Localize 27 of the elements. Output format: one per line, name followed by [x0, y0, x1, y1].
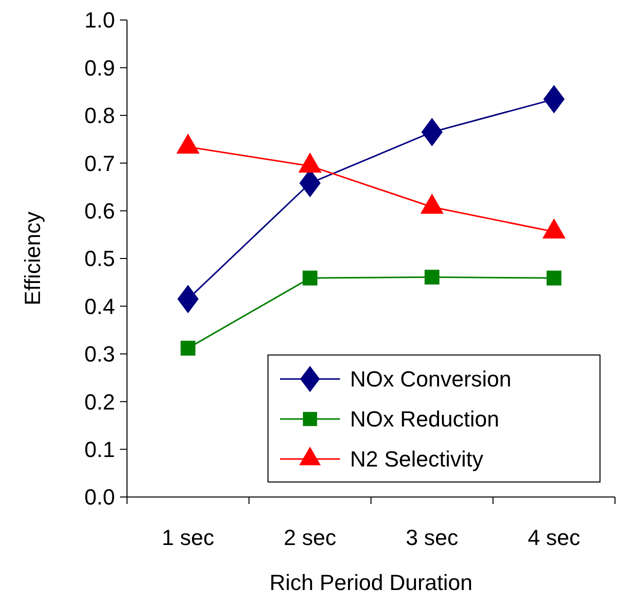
point — [178, 285, 198, 313]
y-tick-label: 0.9 — [84, 55, 115, 80]
y-axis-title: Efficiency — [20, 212, 45, 306]
point — [422, 118, 442, 146]
y-tick-label: 0.1 — [84, 437, 115, 462]
y-tick-label: 0.3 — [84, 342, 115, 367]
point — [544, 85, 564, 113]
point — [546, 270, 562, 286]
y-tick-label: 0.5 — [84, 246, 115, 272]
x-axis-title: Rich Period Duration — [270, 570, 472, 595]
point — [180, 340, 196, 356]
y-tick-label: 0.2 — [84, 389, 115, 414]
y-tick-label: 0.7 — [84, 150, 115, 176]
y-tick-label: 0.6 — [84, 198, 115, 224]
legend-label: N2 Selectivity — [350, 446, 484, 472]
x-tick-label: 1 sec — [162, 525, 214, 550]
legend-label: NOx Conversion — [350, 366, 512, 392]
x-tick-label: 3 sec — [406, 525, 458, 550]
point — [302, 270, 318, 286]
x-tick-label: 4 sec — [528, 525, 580, 550]
y-tick-label: 0.8 — [84, 103, 115, 128]
y-tick-label: 0.0 — [84, 484, 115, 510]
y-tick-label: 0.4 — [84, 294, 115, 319]
legend-label: NOx Reduction — [350, 406, 500, 432]
y-tick-label: 1.0 — [84, 8, 115, 33]
point — [424, 270, 440, 284]
x-tick-label: 2 sec — [284, 525, 336, 550]
